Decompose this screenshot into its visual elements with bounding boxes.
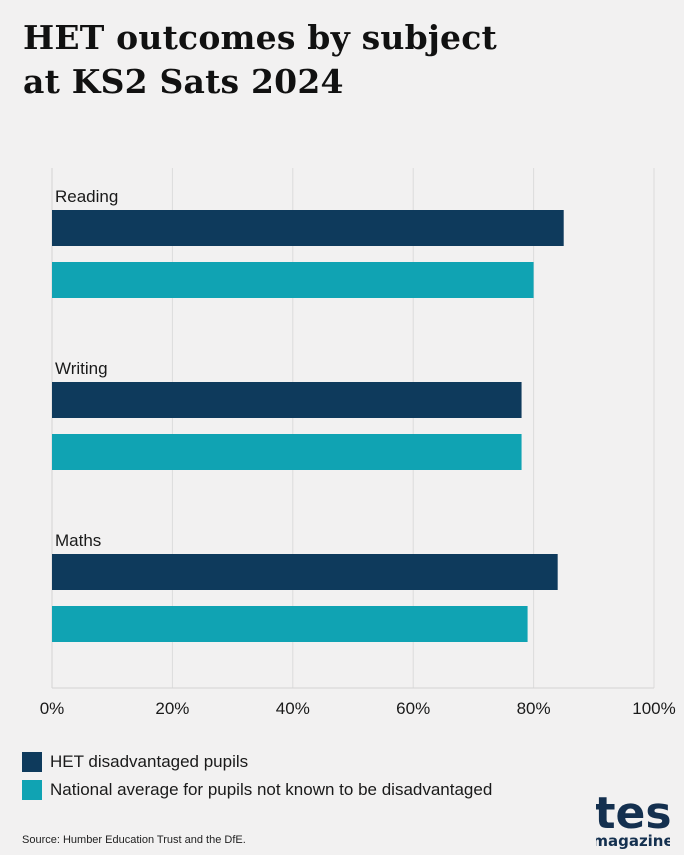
legend-item-national: National average for pupils not known to… <box>22 778 492 802</box>
bar-writing-het <box>52 382 522 418</box>
legend-swatch-het <box>22 752 42 772</box>
bar-maths-national <box>52 606 528 642</box>
bar-reading-national <box>52 262 534 298</box>
legend-label-national: National average for pupils not known to… <box>50 780 493 799</box>
bar-writing-national <box>52 434 522 470</box>
logo-wordmark: tes <box>596 788 670 839</box>
category-label: Maths <box>55 531 101 550</box>
x-tick-label: 0% <box>40 699 65 718</box>
x-tick-label: 20% <box>155 699 189 718</box>
x-tick-label: 40% <box>276 699 310 718</box>
bar-chart: 0% 20% 40% 60% 80% 100% Reading Writing Maths <box>40 168 676 718</box>
logo-subtitle: magazine <box>596 832 670 850</box>
legend-label-het: HET disadvantaged pupils <box>50 752 249 771</box>
x-tick-label: 80% <box>517 699 551 718</box>
chart-title: HET outcomes by subject at KS2 Sats 2024 <box>23 16 497 104</box>
category-label: Writing <box>55 359 108 378</box>
x-tick-label: 60% <box>396 699 430 718</box>
tes-logo: tes magazine <box>596 788 670 850</box>
x-tick-label: 100% <box>632 699 675 718</box>
legend-swatch-national <box>22 780 42 800</box>
legend-item-het: HET disadvantaged pupils <box>22 750 492 774</box>
title-line-1: HET outcomes by subject <box>23 18 497 57</box>
source-note: Source: Humber Education Trust and the D… <box>22 834 246 846</box>
title-line-2: at KS2 Sats 2024 <box>23 62 344 101</box>
category-label: Reading <box>55 187 118 206</box>
bar-reading-het <box>52 210 564 246</box>
legend: HET disadvantaged pupils National averag… <box>22 750 492 806</box>
bar-maths-het <box>52 554 558 590</box>
